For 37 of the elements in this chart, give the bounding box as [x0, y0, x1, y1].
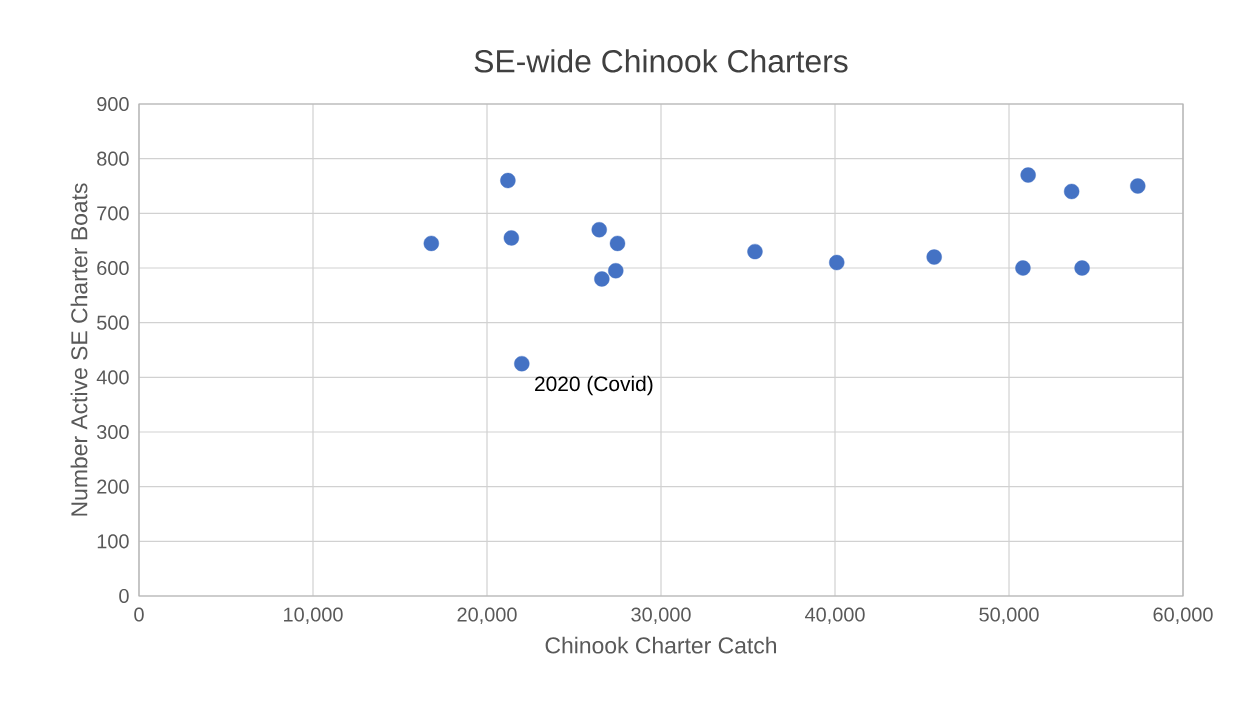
y-tick-label: 300: [97, 424, 129, 440]
point: [1015, 260, 1031, 276]
point: [608, 263, 624, 279]
point: [1063, 183, 1080, 200]
x-tick-label: 20,000: [457, 607, 517, 624]
point: [1074, 260, 1090, 276]
point: [594, 271, 610, 287]
y-tick-label: 200: [97, 479, 129, 494]
x-tick-label: 50,000: [979, 607, 1039, 624]
y-tick-label: 600: [97, 260, 129, 276]
y-tick-label: 800: [97, 151, 129, 166]
point: [514, 356, 530, 372]
point: [747, 243, 763, 260]
y-tick-label: 700: [97, 206, 129, 221]
point: [1130, 178, 1146, 194]
point: [1020, 167, 1036, 183]
y-tick-label: 100: [97, 534, 129, 549]
annotation: 2020 (Covid): [535, 375, 653, 396]
x-tick-label: 10,000: [284, 607, 343, 624]
x-tick-label: 0: [134, 607, 144, 622]
point: [591, 222, 607, 238]
y-tick-label: 400: [96, 370, 129, 385]
x-tick-label: 40,000: [804, 607, 865, 624]
chart-title: SE-wide Chinook Charters: [474, 49, 848, 73]
y-axis-title: Number Active SE Charter Boats: [70, 183, 88, 516]
y-tick-label: 900: [97, 96, 129, 112]
y-tick-label: 500: [97, 315, 129, 330]
x-tick-label: 30,000: [631, 607, 691, 624]
y-tick-label: 0: [119, 588, 129, 604]
point: [423, 235, 439, 252]
point: [609, 235, 626, 252]
point: [926, 249, 942, 265]
point: [829, 254, 845, 271]
point: [503, 230, 520, 246]
x-tick-label: 60,000: [1153, 607, 1213, 624]
point: [500, 172, 516, 189]
x-axis-title: Chinook Charter Catch: [545, 636, 777, 654]
